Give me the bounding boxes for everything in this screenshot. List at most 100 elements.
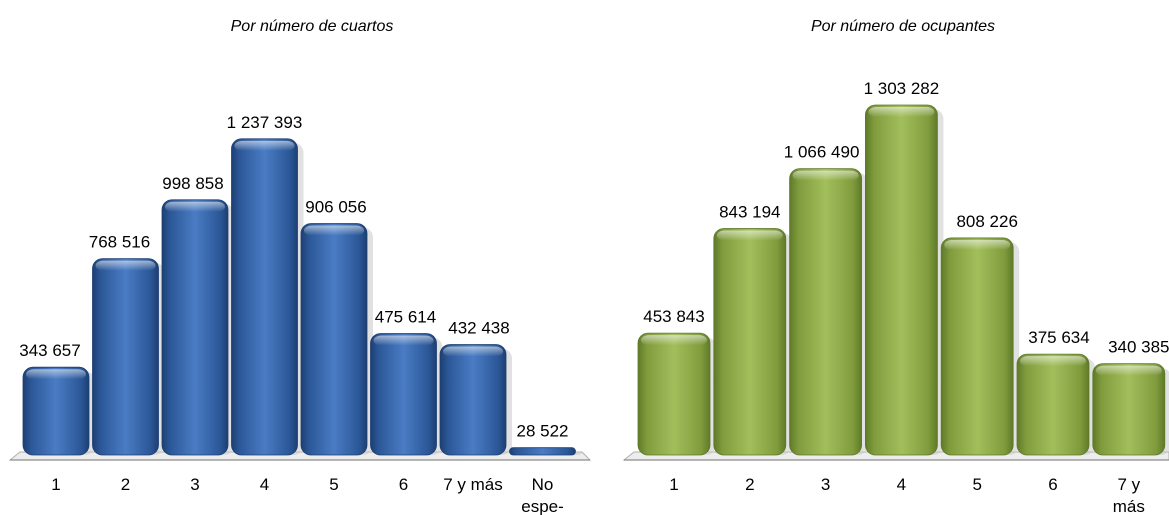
category-label: 3 — [821, 475, 830, 494]
value-label: 843 194 — [719, 203, 780, 222]
category-label-line: 4 — [897, 475, 906, 494]
value-label: 906 056 — [305, 197, 366, 216]
bar — [940, 237, 1020, 456]
bar — [865, 104, 944, 456]
bar-highlight — [95, 260, 156, 271]
bar-body — [370, 333, 437, 456]
value-label: 343 657 — [19, 341, 80, 360]
bar — [370, 333, 443, 456]
occupants-chart-category-labels: 1 2 3 4 5 6 7 y más — [669, 475, 1145, 515]
bar-body — [22, 366, 90, 456]
category-label-line: 6 — [1048, 475, 1057, 494]
category-label-line: 1 — [669, 475, 678, 494]
value-label: 1 303 282 — [864, 79, 940, 98]
value-label: 340 385 — [1108, 338, 1169, 357]
category-label-line: 4 — [260, 475, 269, 494]
bar — [637, 332, 716, 456]
category-label-line: 1 — [51, 475, 60, 494]
bar — [713, 228, 792, 456]
bar — [509, 447, 582, 456]
category-label-line: 6 — [399, 475, 408, 494]
value-label: 475 614 — [375, 307, 436, 326]
value-label: 28 522 — [517, 422, 569, 441]
occupants-chart-bars — [637, 104, 1169, 456]
bar — [439, 344, 512, 456]
value-label: 375 634 — [1028, 328, 1089, 347]
category-label: 7 y más — [1113, 475, 1145, 515]
value-label: 768 516 — [89, 233, 150, 252]
bar-body — [231, 138, 298, 456]
bar-highlight — [26, 369, 86, 380]
category-label: 6 — [1048, 475, 1057, 494]
rooms-chart-bars — [22, 138, 582, 456]
category-label-line: 3 — [190, 475, 199, 494]
bar-body — [92, 258, 159, 456]
bar-highlight — [1095, 365, 1162, 376]
category-label: 5 — [972, 475, 981, 494]
bar-body — [439, 344, 507, 456]
category-label: 3 — [190, 475, 199, 494]
bar — [92, 258, 165, 456]
category-label: 6 — [399, 475, 408, 494]
rooms-chart: Por número de cuartos 343 657 768 516 998 … — [8, 18, 592, 515]
category-label-line: No — [532, 475, 554, 494]
category-label: 5 — [329, 475, 338, 494]
occupants-chart: Por número de ocupantes 453 843 843 194 1 … — [622, 18, 1169, 515]
bar — [300, 223, 373, 456]
bar-body — [1016, 353, 1090, 456]
bar-body — [865, 104, 938, 456]
rooms-chart-value-labels: 343 657 768 516 998 858 1 237 393 906 056 475… — [19, 113, 568, 441]
category-label: 4 — [897, 475, 906, 494]
bar-body — [713, 228, 787, 456]
bar-highlight — [716, 230, 783, 241]
category-label-line: 2 — [745, 475, 754, 494]
bar-body — [940, 237, 1014, 456]
bar-body — [509, 447, 576, 456]
value-label: 808 226 — [956, 212, 1017, 231]
bar-body — [300, 223, 368, 456]
bar — [161, 199, 234, 456]
bar-highlight — [443, 346, 503, 357]
category-label: 4 — [260, 475, 269, 494]
bar-highlight — [792, 170, 859, 181]
category-label-line: 7 y más — [443, 475, 503, 494]
value-label: 1 066 490 — [784, 143, 860, 162]
value-label: 432 438 — [448, 319, 509, 338]
occupants-chart-title: Por número de ocupantes — [811, 18, 995, 35]
bar-body — [637, 332, 711, 456]
bar-highlight — [165, 201, 225, 212]
category-label-line: 5 — [329, 475, 338, 494]
value-label: 1 237 393 — [227, 113, 303, 132]
rooms-chart-title: Por número de cuartos — [231, 18, 394, 35]
category-label-line: espe- — [521, 497, 564, 515]
bar-highlight — [868, 107, 935, 117]
bar-body — [1092, 363, 1166, 456]
bar — [22, 366, 95, 456]
occupants-chart-value-labels: 453 843 843 194 1 066 490 1 303 282 808 226 3… — [643, 79, 1169, 357]
category-label: 1 — [669, 475, 678, 494]
category-label: 2 — [121, 475, 130, 494]
bar — [789, 168, 868, 456]
bar-highlight — [641, 335, 707, 346]
bar — [1016, 353, 1095, 456]
category-label: 1 — [51, 475, 60, 494]
bar-highlight — [304, 225, 364, 236]
category-label-line: 5 — [972, 475, 981, 494]
category-label: 7 y más — [443, 475, 503, 494]
category-label: 2 — [745, 475, 754, 494]
bar-body — [789, 168, 862, 456]
bar — [1092, 363, 1169, 456]
category-label-line: 2 — [121, 475, 130, 494]
bar-highlight — [234, 140, 295, 151]
bar-body — [161, 199, 229, 456]
bar-highlight — [373, 335, 434, 346]
category-label-line: más — [1113, 497, 1145, 515]
category-label-line: 3 — [821, 475, 830, 494]
bar — [231, 138, 304, 456]
bar-highlight — [1020, 356, 1086, 367]
value-label: 453 843 — [643, 307, 704, 326]
value-label: 998 858 — [162, 174, 223, 193]
